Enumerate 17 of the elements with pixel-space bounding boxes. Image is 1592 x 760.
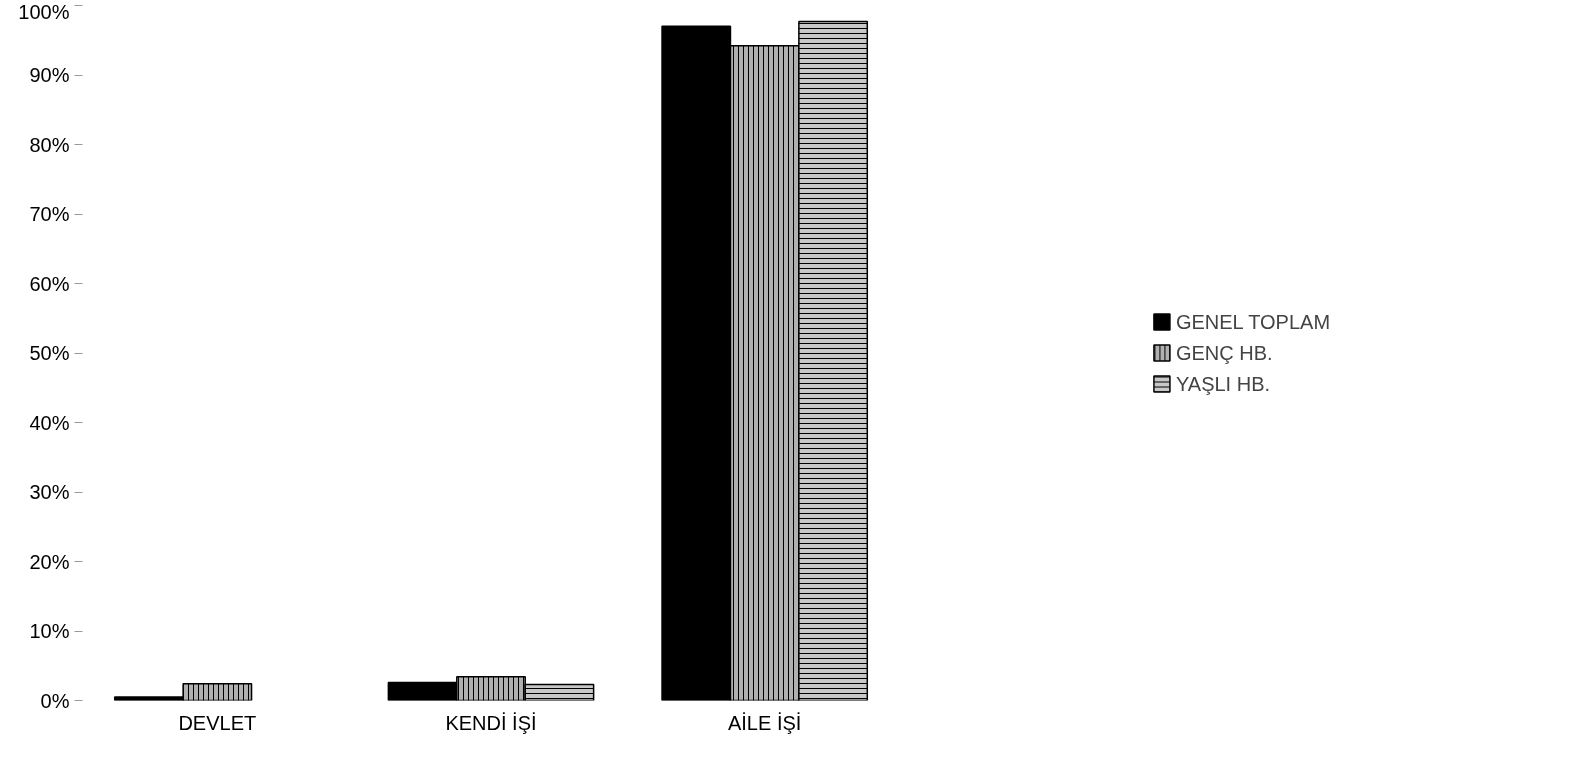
y-tick-label: 60% bbox=[29, 272, 70, 295]
y-tick-label: 80% bbox=[29, 133, 70, 156]
y-tick-label: 70% bbox=[29, 203, 70, 225]
x-tick-label: DEVLET bbox=[178, 711, 257, 734]
y-tick-label: 100% bbox=[18, 0, 70, 23]
legend-label: GENÇ HB. bbox=[1175, 341, 1273, 364]
y-tick-label: 40% bbox=[29, 411, 70, 434]
y-tick-label: 30% bbox=[29, 481, 70, 503]
x-tick-label: KENDİ İŞİ bbox=[445, 711, 537, 734]
x-tick-label: AİLE İŞİ bbox=[727, 711, 802, 734]
legend-label: YAŞLI HB. bbox=[1175, 372, 1271, 395]
y-tick-label: 90% bbox=[29, 64, 70, 86]
legend-label: GENEL TOPLAM bbox=[1175, 310, 1331, 333]
y-tick-label: 20% bbox=[29, 550, 70, 573]
y-tick-label: 50% bbox=[29, 342, 70, 364]
y-tick-label: 10% bbox=[29, 620, 70, 642]
y-tick-label: 0% bbox=[40, 689, 70, 712]
